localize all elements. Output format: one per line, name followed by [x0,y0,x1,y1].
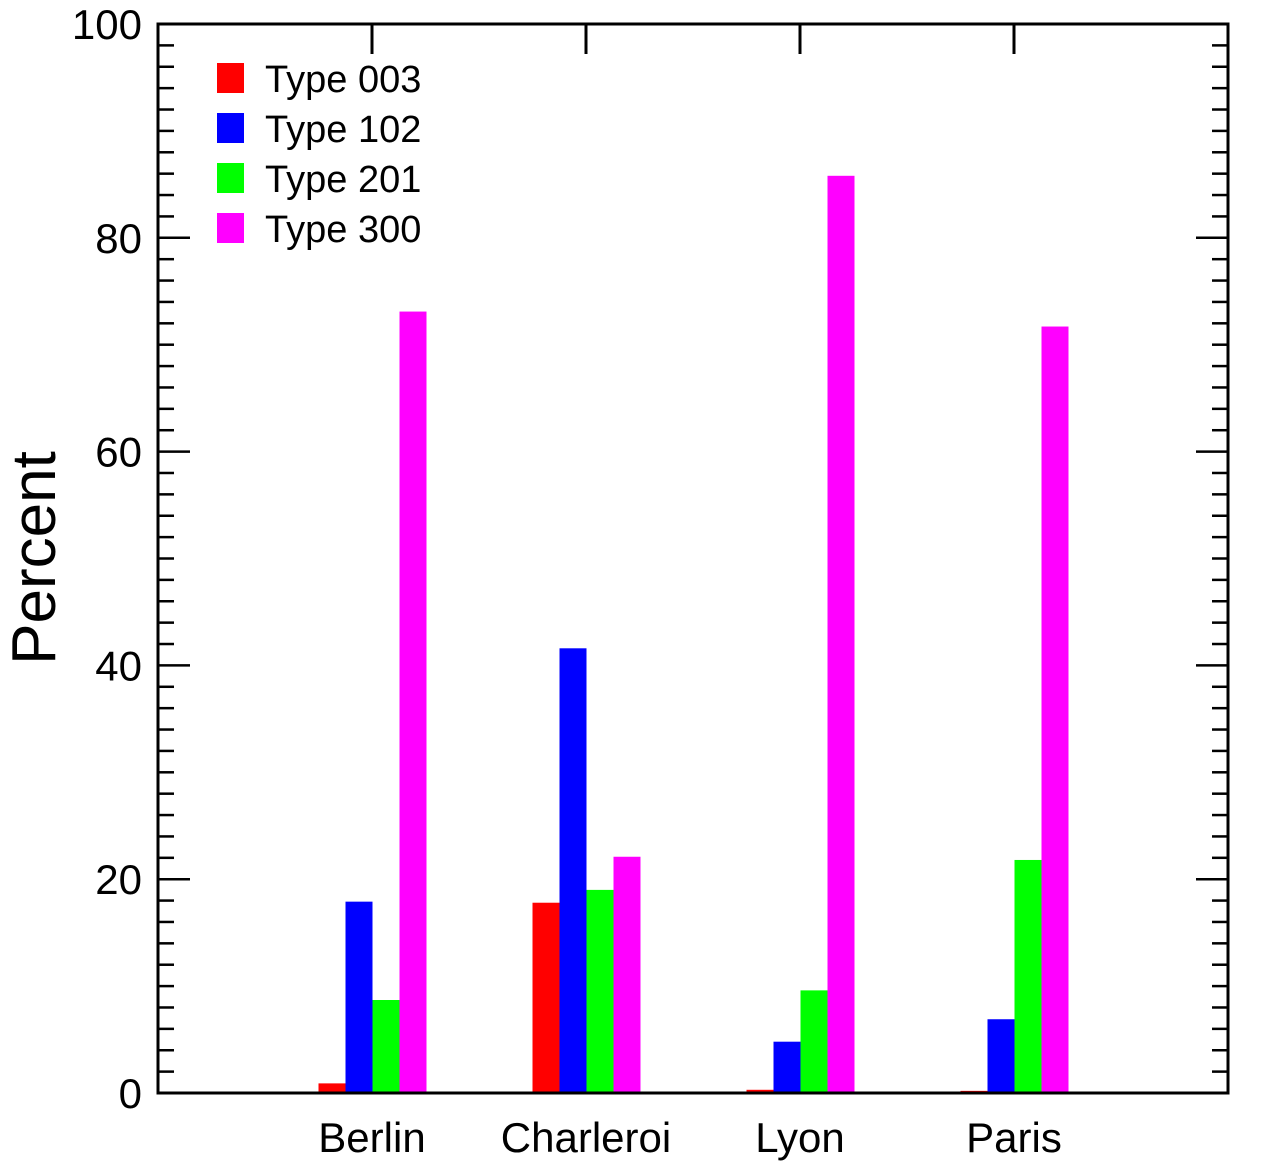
bars-layer [318,175,1069,1094]
bar-paris-type-102 [987,1019,1015,1093]
bar-berlin-type-201 [372,1000,400,1093]
y-tick-label: 20 [95,856,142,903]
legend-label-type-003: Type 003 [265,59,421,101]
legend-label-type-102: Type 102 [265,109,421,151]
bar-paris-type-300 [1041,326,1069,1093]
legend-swatch-type-003 [217,63,244,93]
y-axis-label: Percent [0,451,69,665]
bar-berlin-type-102 [345,901,373,1093]
x-tick-label-lyon: Lyon [755,1114,845,1161]
y-tick-label: 80 [95,215,142,262]
bar-lyon-type-102 [773,1041,801,1093]
x-tick-label-paris: Paris [966,1114,1062,1161]
bar-berlin-type-003 [318,1083,346,1093]
bar-paris-type-201 [1014,859,1042,1093]
x-tick-label-berlin: Berlin [318,1114,425,1161]
bar-charleroi-type-003 [532,902,560,1093]
bar-lyon-type-201 [800,990,828,1093]
bar-berlin-type-300 [399,311,427,1093]
legend-label-type-201: Type 201 [265,159,421,201]
x-tick-label-charleroi: Charleroi [501,1114,671,1161]
y-tick-label: 60 [95,429,142,476]
bar-lyon-type-300 [827,175,855,1094]
y-tick-label: 40 [95,642,142,689]
legend-swatch-type-300 [217,213,244,243]
legend-label-type-300: Type 300 [265,209,421,251]
bar-lyon-type-003 [746,1089,774,1093]
bar-charleroi-type-300 [613,856,641,1093]
legend-swatch-type-201 [217,163,244,193]
axes-layer: 0 20 40 60 80 100 Berlin Charleroi Lyon Paris [72,1,1230,1161]
bar-charleroi-type-201 [586,889,614,1093]
bar-charleroi-type-102 [559,648,587,1093]
y-tick-label: 100 [72,1,142,48]
legend: Type 003 Type 102 Type 201 Type 300 [217,59,421,251]
y-tick-label: 0 [119,1070,142,1117]
legend-swatch-type-102 [217,113,244,143]
